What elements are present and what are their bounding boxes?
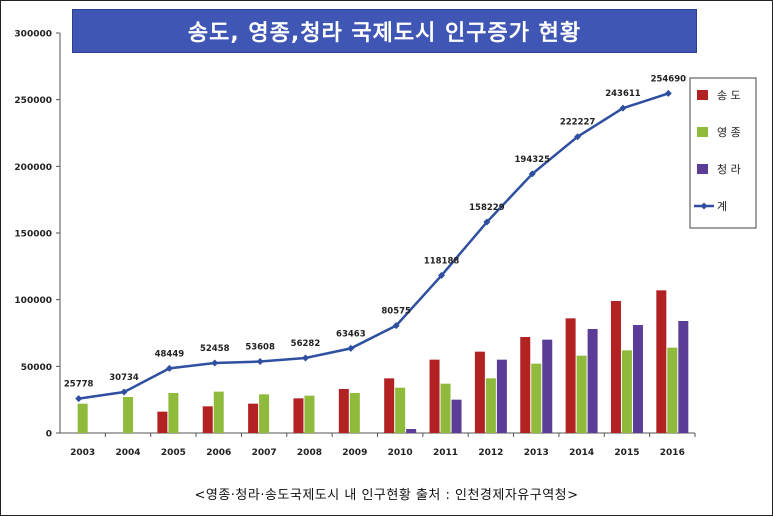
line-point <box>347 344 355 352</box>
chart-title: 송도, 영종,청라 국제도시 인구증가 현황 <box>72 9 697 53</box>
bar <box>542 339 553 433</box>
bar <box>656 290 667 433</box>
legend: 송 도영 종청 라계 <box>689 77 757 229</box>
bar <box>576 355 587 433</box>
bar <box>621 350 632 433</box>
y-tick-label: 0 <box>46 430 52 440</box>
bar <box>202 406 213 433</box>
x-tick-label: 2012 <box>478 448 503 458</box>
data-label: 254690 <box>651 74 687 84</box>
data-label: 158229 <box>469 203 505 213</box>
bar <box>485 378 496 433</box>
bar <box>123 397 134 433</box>
bar-series <box>77 290 689 433</box>
bar <box>429 359 440 433</box>
x-tick-label: 2010 <box>388 448 413 458</box>
line-point <box>256 358 264 366</box>
data-label: 80575 <box>381 307 411 317</box>
legend-box <box>689 77 757 229</box>
bar <box>632 325 643 433</box>
bar <box>587 329 598 433</box>
x-tick-label: 2005 <box>161 448 186 458</box>
data-label: 56282 <box>291 339 321 349</box>
data-label: 53608 <box>245 343 275 353</box>
bar <box>531 363 542 433</box>
y-tick-label: 200000 <box>14 163 52 173</box>
y-tick-label: 150000 <box>14 230 52 240</box>
line-point <box>211 359 219 367</box>
bar <box>667 347 678 433</box>
x-tick-label: 2013 <box>524 448 549 458</box>
bar <box>440 383 451 433</box>
bar <box>520 337 531 433</box>
x-tick-label: 2006 <box>206 448 231 458</box>
x-tick-label: 2009 <box>342 448 367 458</box>
bar <box>384 378 395 433</box>
data-label: 30734 <box>109 373 139 383</box>
x-tick-label: 2011 <box>433 448 458 458</box>
line-point <box>75 395 83 403</box>
total-line-series: 25778 30734 48449 52458 53608 56282 63463 80575… <box>64 74 687 403</box>
line-point <box>438 271 446 279</box>
x-tick-label: 2008 <box>297 448 322 458</box>
bar <box>304 395 315 433</box>
data-label: 63463 <box>336 329 366 339</box>
bar <box>565 318 576 433</box>
legend-label: 영 종 <box>717 126 741 139</box>
data-label: 52458 <box>200 344 230 354</box>
legend-marker <box>700 202 708 210</box>
line-point <box>120 388 128 396</box>
data-label: 48449 <box>155 349 185 359</box>
line-point <box>619 104 627 112</box>
bar <box>248 403 259 433</box>
line-point <box>664 89 672 97</box>
x-tick-label: 2003 <box>70 448 95 458</box>
data-label: 25778 <box>64 380 94 390</box>
legend-swatch <box>697 90 708 100</box>
bar <box>77 403 88 433</box>
line-point <box>301 354 309 362</box>
line-point <box>574 133 582 141</box>
bar <box>678 321 689 433</box>
bar <box>395 387 406 433</box>
x-tick-label: 2015 <box>614 448 639 458</box>
total-line <box>78 92 669 400</box>
bar <box>474 351 485 433</box>
line-point <box>392 322 400 330</box>
bar <box>610 301 621 433</box>
bar <box>168 393 179 433</box>
y-tick-label: 50000 <box>21 363 52 373</box>
line-point <box>483 218 491 226</box>
data-label: 118188 <box>424 256 460 266</box>
legend-label: 청 라 <box>717 163 741 176</box>
data-label: 194325 <box>515 155 551 165</box>
bar <box>157 411 168 433</box>
bar <box>451 399 462 433</box>
data-label: 243611 <box>605 89 641 99</box>
legend-label: 계 <box>717 200 727 213</box>
bar <box>213 391 224 433</box>
bar <box>293 398 304 433</box>
legend-label: 송 도 <box>717 89 741 102</box>
x-tick-label: 2014 <box>569 448 594 458</box>
y-tick-label: 300000 <box>14 30 52 40</box>
x-tick-label: 2016 <box>660 448 685 458</box>
x-tick-label: 2004 <box>116 448 141 458</box>
x-tick-label: 2007 <box>252 448 277 458</box>
y-tick-label: 100000 <box>14 296 52 306</box>
legend-swatch <box>697 127 708 137</box>
bar <box>496 359 507 433</box>
line-point <box>528 170 536 178</box>
line-point <box>165 364 173 372</box>
bar <box>259 394 270 433</box>
data-label: 222227 <box>560 118 596 128</box>
legend-swatch <box>697 164 708 174</box>
bar <box>349 393 360 433</box>
y-tick-label: 250000 <box>14 96 52 106</box>
source-caption: <영종·청라·송도국제도시 내 인구현황 출처 : 인천경제자유구역청> <box>194 488 579 503</box>
bar <box>338 389 349 433</box>
bar <box>406 429 417 433</box>
